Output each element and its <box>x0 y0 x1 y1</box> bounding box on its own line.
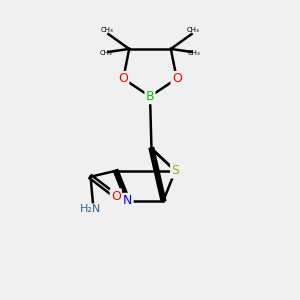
Text: N: N <box>123 194 132 207</box>
Text: CH₃: CH₃ <box>100 27 113 33</box>
Text: CH₃: CH₃ <box>100 50 112 56</box>
Text: O: O <box>111 190 121 202</box>
Text: CH₃: CH₃ <box>188 50 200 56</box>
Text: S: S <box>171 164 179 177</box>
Text: O: O <box>172 72 182 85</box>
Text: B: B <box>146 90 154 103</box>
Text: O: O <box>118 72 128 85</box>
Text: CH₃: CH₃ <box>187 27 200 33</box>
Text: H₂N: H₂N <box>80 204 101 214</box>
